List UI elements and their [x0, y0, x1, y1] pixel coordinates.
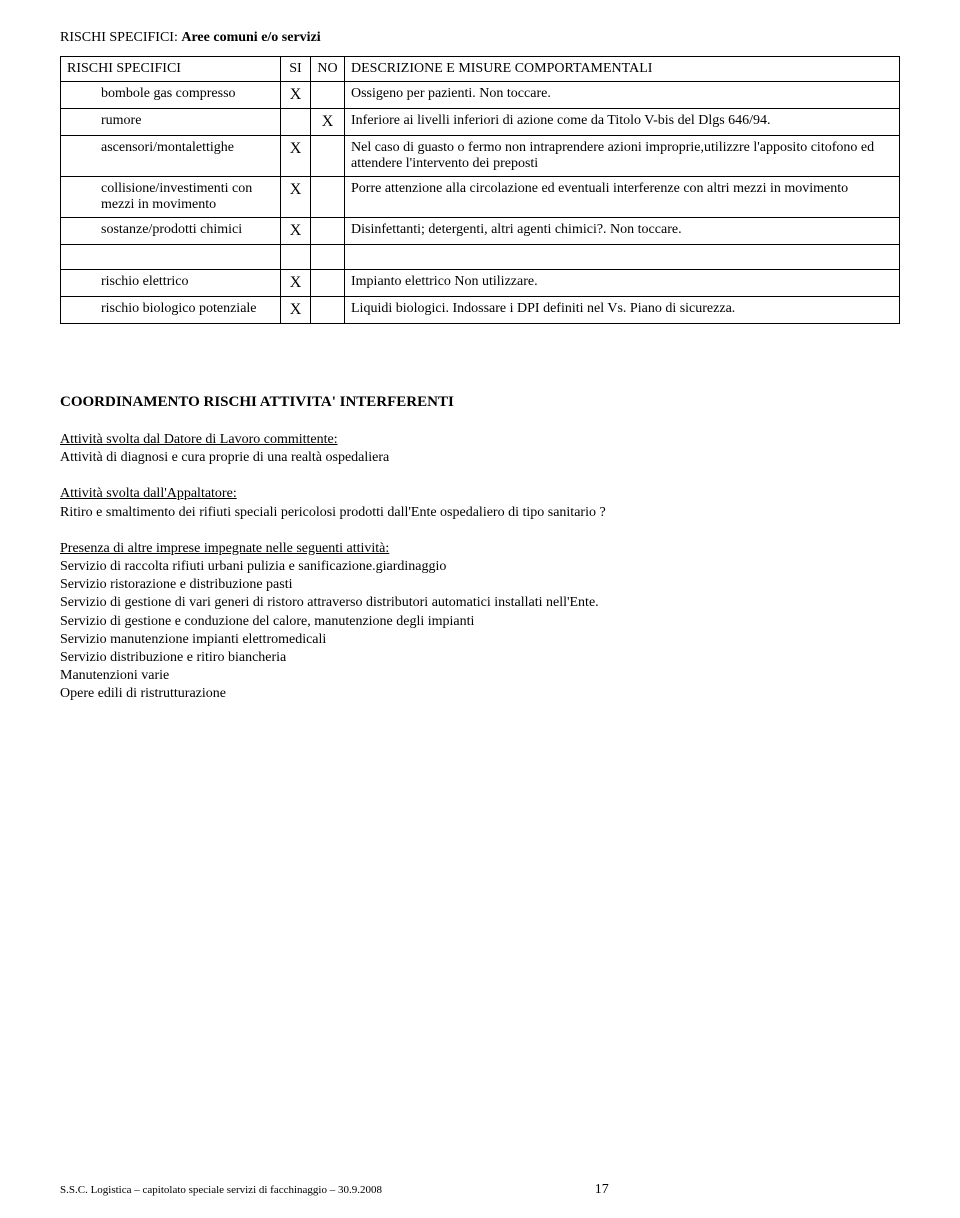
p2-underline: Attività svolta dall'Appaltatore:: [60, 486, 237, 501]
risk-si: X: [281, 136, 311, 177]
table-row: rischio biologico potenzialeX Liquidi bio…: [61, 297, 900, 324]
table-row: bombole gas compressoX Ossigeno per pazie…: [61, 82, 900, 109]
risk-si: [281, 109, 311, 136]
header-no: NO: [311, 57, 345, 82]
risk-no: [311, 218, 345, 245]
title-prefix: RISCHI SPECIFICI:: [60, 30, 181, 45]
risk-table: RISCHI SPECIFICI SI NO DESCRIZIONE E MIS…: [60, 56, 900, 324]
risk-name: rischio biologico potenziale: [61, 297, 281, 324]
risk-si: X: [281, 177, 311, 218]
header-risk: RISCHI SPECIFICI: [61, 57, 281, 82]
risk-si: X: [281, 82, 311, 109]
risk-si: X: [281, 270, 311, 297]
risk-name: rumore: [61, 109, 281, 136]
risk-name: ascensori/montalettighe: [61, 136, 281, 177]
table-header-row: RISCHI SPECIFICI SI NO DESCRIZIONE E MIS…: [61, 57, 900, 82]
coord-title: COORDINAMENTO RISCHI ATTIVITA' INTERFERE…: [60, 394, 900, 411]
risk-desc: Porre attenzione alla circolazione ed ev…: [345, 177, 900, 218]
risk-name: rischio elettrico: [61, 270, 281, 297]
table-row: sostanze/prodotti chimiciX Disinfettanti;…: [61, 218, 900, 245]
table-row: [61, 245, 900, 270]
header-si: SI: [281, 57, 311, 82]
risk-desc: Nel caso di guasto o fermo non intrapren…: [345, 136, 900, 177]
risk-name: collisione/investimenti con mezzi in mov…: [61, 177, 281, 218]
risk-name: sostanze/prodotti chimici: [61, 218, 281, 245]
risk-si: X: [281, 297, 311, 324]
table-row: collisione/investimenti con mezzi in mov…: [61, 177, 900, 218]
table-row: rischio elettricoX Impianto elettrico Non…: [61, 270, 900, 297]
risk-name: bombole gas compresso: [61, 82, 281, 109]
risk-desc: Ossigeno per pazienti. Non toccare.: [345, 82, 900, 109]
risk-si: X: [281, 218, 311, 245]
page-number: 17: [595, 1182, 609, 1198]
footer: S.S.C. Logistica – capitolato speciale s…: [60, 1182, 900, 1198]
risk-desc: Disinfettanti; detergenti, altri agenti …: [345, 218, 900, 245]
para-imprese: Presenza di altre imprese impegnate nell…: [60, 540, 900, 704]
header-desc: DESCRIZIONE E MISURE COMPORTAMENTALI: [345, 57, 900, 82]
p3-lines: Servizio di raccolta rifiuti urbani puli…: [60, 559, 599, 701]
section-title: RISCHI SPECIFICI: Aree comuni e/o serviz…: [60, 30, 900, 46]
p1-underline: Attività svolta dal Datore di Lavoro com…: [60, 432, 338, 447]
risk-no: [311, 177, 345, 218]
footer-left: S.S.C. Logistica – capitolato speciale s…: [60, 1184, 382, 1196]
para-appaltatore: Attività svolta dall'Appaltatore: Ritiro…: [60, 485, 900, 521]
table-row: rumore XInferiore ai livelli inferiori di…: [61, 109, 900, 136]
p1-text: Attività di diagnosi e cura proprie di u…: [60, 450, 389, 465]
risk-no: [311, 297, 345, 324]
risk-desc: Impianto elettrico Non utilizzare.: [345, 270, 900, 297]
table-row: ascensori/montalettigheX Nel caso di guas…: [61, 136, 900, 177]
risk-no: [311, 136, 345, 177]
risk-no: [311, 270, 345, 297]
title-bold: Aree comuni e/o servizi: [181, 30, 320, 45]
p2-text: Ritiro e smaltimento dei rifiuti special…: [60, 505, 606, 520]
risk-no: [311, 82, 345, 109]
risk-no: X: [311, 109, 345, 136]
risk-desc: Liquidi biologici. Indossare i DPI defin…: [345, 297, 900, 324]
p3-underline: Presenza di altre imprese impegnate nell…: [60, 541, 389, 556]
para-committente: Attività svolta dal Datore di Lavoro com…: [60, 431, 900, 467]
risk-desc: Inferiore ai livelli inferiori di azione…: [345, 109, 900, 136]
